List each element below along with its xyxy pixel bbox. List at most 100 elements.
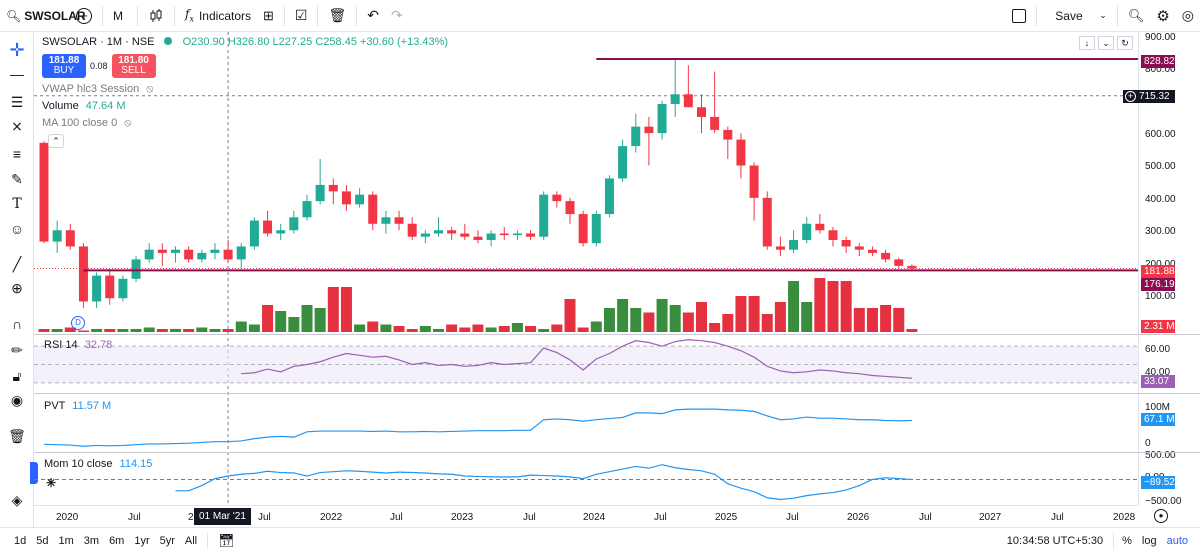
- eye-icon[interactable]: ◉: [10, 391, 24, 408]
- volume-bar: [209, 329, 221, 332]
- range-5yr[interactable]: 5yr: [159, 534, 175, 547]
- pane-divider[interactable]: [34, 334, 1200, 335]
- emoji-icon[interactable]: ☺: [9, 221, 25, 237]
- alert-button[interactable]: ☑: [289, 0, 314, 32]
- lock-icon[interactable]: 🔓︎: [12, 367, 22, 384]
- volume-bar: [577, 327, 589, 332]
- hidden-eye-icon[interactable]: ⦸: [124, 117, 132, 129]
- chart-controls: ↓ ⌄ ↻: [1079, 36, 1133, 50]
- range-1yr[interactable]: 1yr: [134, 534, 150, 547]
- chart-area[interactable]: SWSOLAR · 1M · NSE O230.90 H326.80 L227.…: [34, 32, 1138, 505]
- candle-body: [512, 233, 522, 236]
- range-3m[interactable]: 3m: [83, 534, 100, 547]
- chart-type-button[interactable]: [142, 0, 170, 32]
- zoom-in-icon[interactable]: ⊕: [11, 279, 23, 296]
- rsi-legend[interactable]: RSI 14 32.78: [44, 339, 112, 351]
- volume-legend[interactable]: Volume 47.64 M: [42, 100, 126, 112]
- volume-bar: [538, 329, 550, 332]
- settings-icon[interactable]: ●: [1154, 509, 1168, 523]
- rsi-tag: 33.07: [1141, 375, 1175, 388]
- auto-toggle[interactable]: auto: [1166, 534, 1188, 547]
- gann-icon[interactable]: ≡: [12, 146, 22, 162]
- pane-divider[interactable]: [34, 393, 1200, 394]
- time-axis[interactable]: 2020 Jul 2 Jul 2022 Jul 2023 Jul 2024 Ju…: [34, 505, 1168, 527]
- delete-button[interactable]: 🗑︎: [322, 0, 352, 32]
- vwap-legend[interactable]: VWAP hlc3 Session ⦸: [42, 83, 153, 96]
- save-button[interactable]: Save: [1049, 0, 1093, 32]
- chart-canvas[interactable]: [34, 32, 1138, 505]
- horizontal-lines-icon[interactable]: ☰: [10, 93, 24, 110]
- trend-line-icon[interactable]: ―: [10, 66, 24, 82]
- ma-legend[interactable]: MA 100 close 0 ⦸: [42, 117, 131, 130]
- candle-body: [197, 252, 207, 260]
- sidebar-toggle-tab[interactable]: [30, 462, 38, 484]
- range-1m[interactable]: 1m: [58, 534, 74, 547]
- sell-button[interactable]: 181.80 SELL: [111, 54, 156, 78]
- clock[interactable]: 10:34:58 UTC+5:30: [1006, 534, 1104, 547]
- time-tick: 2022: [320, 512, 343, 523]
- volume-bar: [143, 327, 155, 332]
- range-1d[interactable]: 1d: [14, 534, 27, 547]
- screenshot-button[interactable]: ◎: [1176, 0, 1200, 32]
- trash-icon[interactable]: 🗑︎: [8, 427, 26, 444]
- interval-button[interactable]: M: [113, 8, 123, 23]
- tradingview-logo[interactable]: ✳: [46, 476, 57, 490]
- refresh-icon[interactable]: ↻: [1117, 36, 1133, 50]
- brush-icon[interactable]: ✎: [11, 170, 23, 187]
- candle-body: [420, 233, 430, 237]
- symbol-search-button[interactable]: 🔍︎ SWSOLAR: [0, 0, 86, 32]
- candle-body: [355, 194, 365, 205]
- volume-bar: [354, 324, 366, 332]
- compare-button[interactable]: +: [70, 0, 98, 32]
- pvt-legend[interactable]: PVT 11.57 M: [44, 400, 111, 412]
- pitchfork-icon[interactable]: ⨯: [11, 117, 23, 134]
- arrow-down-icon[interactable]: ↓: [1079, 36, 1095, 50]
- legend-low: L227.25: [272, 36, 313, 48]
- price-axis[interactable]: 900.00 800.00 600.00 500.00 400.00 300.0…: [1123, 32, 1200, 507]
- collapse-icon[interactable]: ⌄: [1098, 36, 1114, 50]
- magnet-icon[interactable]: ∩: [11, 316, 23, 332]
- dividend-marker[interactable]: D: [71, 316, 85, 330]
- gear-icon: ⚙: [1156, 7, 1170, 25]
- layers-icon[interactable]: ◈: [11, 491, 23, 508]
- ruler-icon[interactable]: ╱: [12, 255, 22, 272]
- collapse-legend-button[interactable]: ⌃: [48, 134, 64, 148]
- divider: [356, 5, 358, 26]
- volume-bar: [117, 329, 129, 332]
- range-all[interactable]: All: [184, 534, 198, 547]
- candle-body: [381, 217, 391, 224]
- candle-body: [460, 233, 470, 237]
- range-6m[interactable]: 6m: [109, 534, 125, 547]
- legend-title[interactable]: SWSOLAR · 1M · NSE: [42, 36, 155, 48]
- volume-bar: [866, 308, 878, 332]
- templates-button[interactable]: ⊞: [257, 0, 280, 32]
- undo-button[interactable]: ↶: [361, 0, 385, 32]
- settings-button[interactable]: ⚙: [1150, 0, 1175, 32]
- volume-bar: [446, 324, 458, 332]
- percent-toggle[interactable]: %: [1122, 534, 1132, 547]
- volume-bar: [156, 329, 168, 332]
- indicators-button[interactable]: fx Indicators: [179, 0, 257, 32]
- layout-button[interactable]: [1006, 0, 1032, 32]
- quick-search-button[interactable]: 🔍︎: [1122, 0, 1151, 32]
- crosshair-icon[interactable]: ✛: [9, 39, 25, 60]
- save-menu-button[interactable]: ⌄: [1093, 0, 1113, 32]
- range-5d[interactable]: 5d: [36, 534, 49, 547]
- text-icon[interactable]: T: [12, 196, 22, 212]
- hline-price-tag[interactable]: 828.82: [1141, 55, 1175, 68]
- buy-button[interactable]: 181.88 BUY: [42, 54, 86, 78]
- time-tick: Jul: [786, 512, 799, 523]
- candle-body: [105, 275, 115, 299]
- volume-bar: [327, 287, 339, 332]
- candle-body: [394, 217, 404, 224]
- hline-price-tag[interactable]: 176.19: [1141, 278, 1175, 291]
- hidden-eye-icon[interactable]: ⦸: [146, 83, 154, 95]
- cursor-price-tag[interactable]: +715.32: [1123, 90, 1175, 103]
- log-toggle[interactable]: log: [1141, 534, 1157, 547]
- calendar-icon[interactable]: 📅︎: [218, 532, 235, 548]
- mom-legend[interactable]: Mom 10 close 114.15: [44, 458, 152, 470]
- stay-drawing-icon[interactable]: ✏: [11, 341, 23, 358]
- symbol-label: SWSOLAR: [24, 8, 86, 23]
- pane-divider[interactable]: [34, 452, 1200, 453]
- redo-button[interactable]: ↷: [385, 0, 409, 32]
